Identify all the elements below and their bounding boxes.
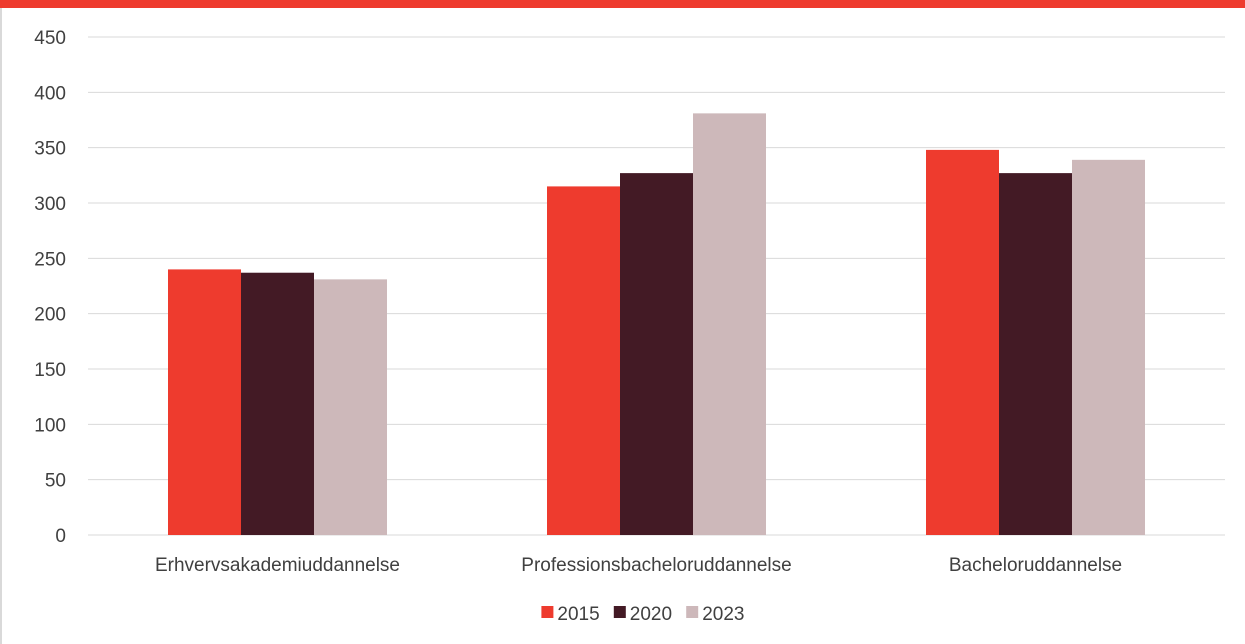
bar-2015-1 (547, 186, 620, 535)
bar-2023-1 (693, 113, 766, 536)
bars (168, 113, 1145, 536)
x-category-label: Professionsbacheloruddannelse (521, 555, 791, 576)
legend-swatch-2023 (686, 606, 699, 618)
legend-label: 2020 (630, 604, 672, 625)
y-tick-label: 100 (34, 415, 66, 436)
y-tick-label: 300 (34, 194, 66, 215)
y-axis-tick-labels: 0 50 100 150 200 250 300 350 400 450 (34, 28, 66, 547)
legend-swatch-2020 (613, 606, 626, 618)
y-tick-label: 350 (34, 139, 66, 160)
bar-2020-2 (999, 173, 1072, 535)
legend-swatch-2015 (541, 606, 554, 618)
top-accent-bar (0, 0, 1245, 8)
y-tick-label: 400 (34, 83, 66, 104)
bar-2020-1 (620, 173, 693, 535)
bar-2015-0 (168, 269, 241, 535)
y-tick-label: 200 (34, 305, 66, 326)
bar-2015-2 (926, 149, 999, 535)
x-category-label: Bacheloruddannelse (949, 555, 1122, 576)
y-tick-label: 0 (55, 526, 66, 547)
y-tick-label: 250 (34, 249, 66, 270)
x-category-label: Erhvervsakademiuddannelse (155, 555, 400, 576)
x-axis-category-labels: Erhvervsakademiuddannelse Professionsbach… (155, 555, 1122, 576)
y-tick-label: 150 (34, 360, 66, 381)
legend-label: 2023 (702, 604, 744, 625)
y-tick-label: 450 (34, 28, 66, 49)
bar-2023-0 (314, 279, 387, 535)
legend: 2015 2020 2023 (541, 604, 744, 625)
bar-2020-0 (241, 272, 314, 535)
bar-2023-2 (1072, 159, 1145, 535)
y-tick-label: 50 (45, 471, 66, 492)
legend-label: 2015 (557, 604, 599, 625)
chart-frame-left-border (0, 8, 2, 644)
